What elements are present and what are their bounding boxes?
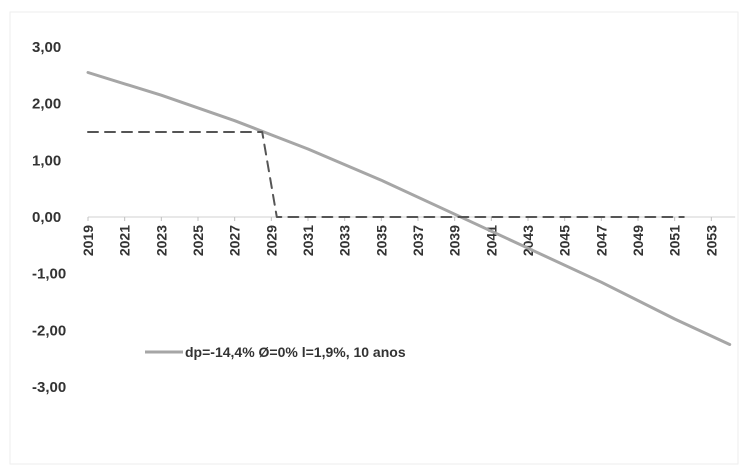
legend: dp=-14,4% Ø=0% l=1,9%, 10 anos — [145, 344, 406, 360]
x-tick-label: 2031 — [300, 225, 316, 256]
x-tick-label: 2025 — [190, 225, 206, 256]
series-layer — [86, 71, 732, 346]
x-tick-label: 2045 — [557, 225, 573, 256]
x-tick-label: 2029 — [263, 225, 279, 256]
y-tick-label: 0,00 — [32, 209, 61, 226]
x-tick-label: 2033 — [337, 225, 353, 256]
y-tick-label: 3,00 — [32, 39, 61, 56]
y-tick-label: 1,00 — [32, 152, 61, 169]
legend-label: dp=-14,4% Ø=0% l=1,9%, 10 anos — [185, 344, 406, 360]
x-tick-label: 2037 — [410, 225, 426, 256]
x-tick-label: 2021 — [117, 225, 133, 256]
x-tick-label: 2027 — [227, 225, 243, 256]
series-line-solid — [86, 71, 732, 346]
x-tick-label: 2043 — [520, 225, 536, 256]
x-tick-label: 2039 — [447, 225, 463, 256]
axes-layer: 3,00 2,00 1,00 0,00 -1,00 -2,00 -3,00 2019 2021 2… — [32, 39, 736, 396]
series-line-dashed — [87, 131, 685, 218]
y-tick-label: -1,00 — [32, 266, 66, 283]
x-tick-label: 2053 — [703, 225, 719, 256]
y-tick-label: -3,00 — [32, 379, 66, 396]
x-tick-label: 2019 — [80, 225, 96, 256]
x-tick-label: 2049 — [630, 225, 646, 256]
x-tick-label: 2047 — [593, 225, 609, 256]
y-tick-label: -2,00 — [32, 322, 66, 339]
y-tick-label: 2,00 — [32, 96, 61, 113]
x-tick-label: 2051 — [667, 225, 683, 256]
x-tick-label: 2035 — [373, 225, 389, 256]
x-tick-label: 2023 — [153, 225, 169, 256]
